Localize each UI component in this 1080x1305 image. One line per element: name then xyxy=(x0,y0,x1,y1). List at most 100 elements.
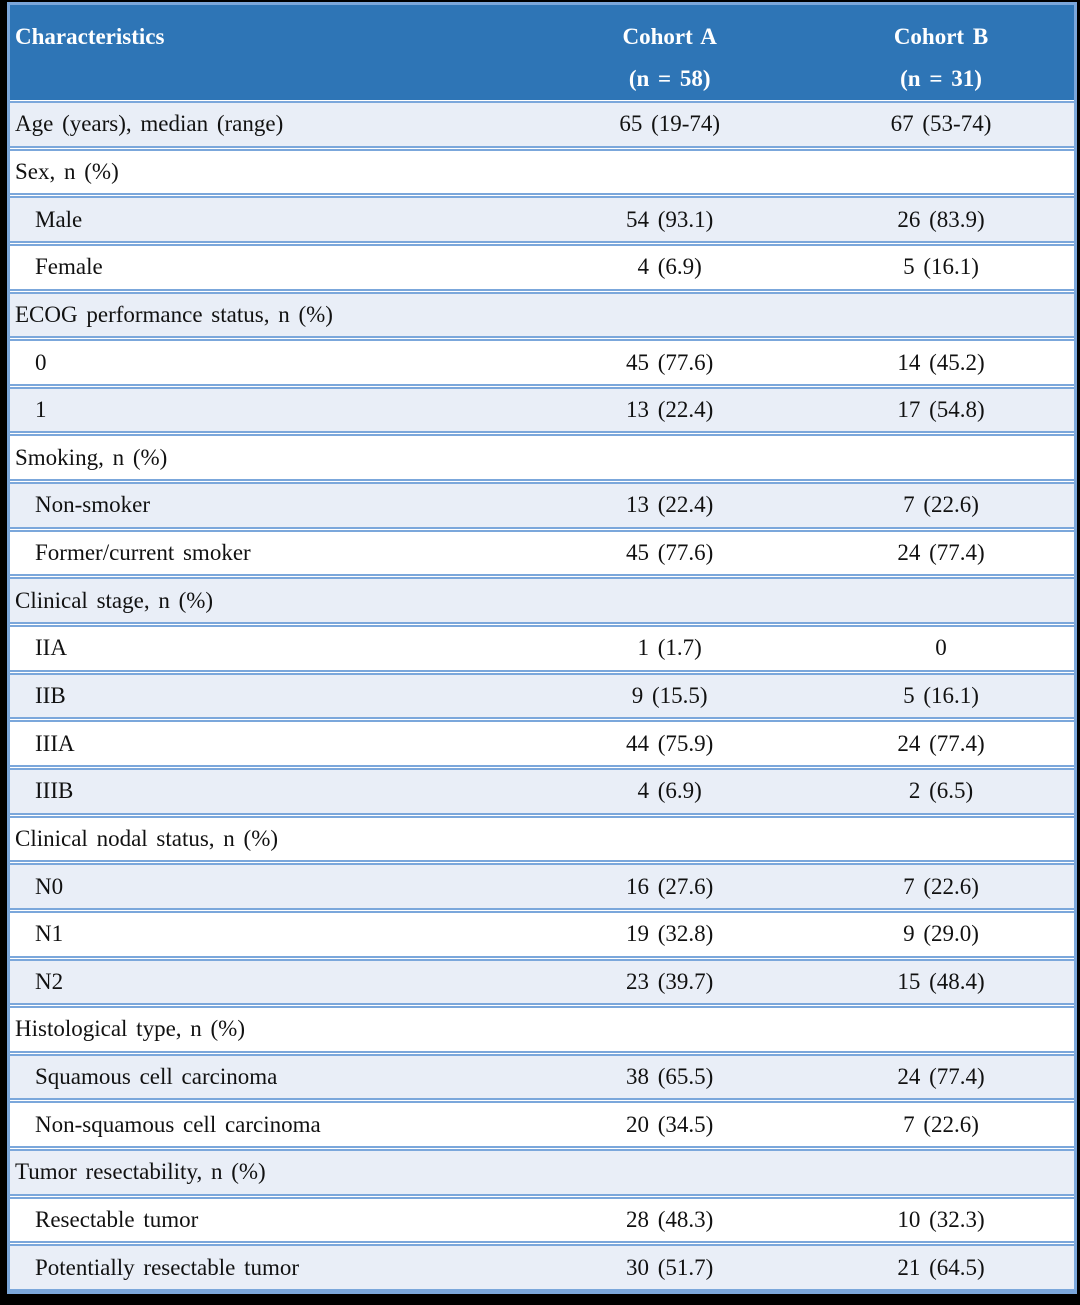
table-row: Potentially resectable tumor 30 (51.7) 2… xyxy=(10,1244,1074,1292)
table-row: N2 23 (39.7) 15 (48.4) xyxy=(10,958,1074,1006)
cohort-b-value xyxy=(808,294,1074,337)
table-row: Tumor resectability, n (%) xyxy=(10,1149,1074,1196)
cohort-a-value xyxy=(531,151,808,194)
cohort-b-value: 24 (77.4) xyxy=(897,1064,985,1090)
cohort-a-value: 45 (77.6) xyxy=(626,540,714,566)
cohort-a-value: 23 (39.7) xyxy=(626,968,714,994)
cohort-b-value xyxy=(808,436,1074,479)
row-label: Tumor resectability, n (%) xyxy=(15,1159,266,1185)
cohort-b-value: 10 (32.3) xyxy=(897,1207,985,1233)
row-label: Age (years), median (range) xyxy=(15,111,284,137)
header-cohort-a-count: (n = 58) xyxy=(628,66,711,91)
table-row: ECOG performance status, n (%) xyxy=(10,291,1074,339)
cohort-a-value xyxy=(531,579,808,622)
table-row: Resectable tumor 28 (48.3) 10 (32.3) xyxy=(10,1196,1074,1244)
row-label: Non-smoker xyxy=(35,492,150,518)
cohort-b-value: 67 (53-74) xyxy=(890,111,992,137)
cohort-b-value: 5 (16.1) xyxy=(903,254,979,280)
header-cohort-a-name: Cohort A xyxy=(622,24,717,49)
cohort-b-value: 24 (77.4) xyxy=(897,540,985,566)
table-row: IIA 1 (1.7) 0 xyxy=(10,625,1074,672)
cohort-a-value: 13 (22.4) xyxy=(626,492,714,518)
cohort-b-value: 26 (83.9) xyxy=(897,206,985,232)
cohort-a-value: 65 (19-74) xyxy=(619,111,721,137)
cohort-b-value: 21 (64.5) xyxy=(897,1254,985,1280)
row-label: Female xyxy=(35,254,103,280)
cohort-b-value: 9 (29.0) xyxy=(903,921,979,947)
cohort-b-value: 14 (45.2) xyxy=(897,349,985,375)
row-label: Non-squamous cell carcinoma xyxy=(35,1111,321,1137)
cohort-a-value: 54 (93.1) xyxy=(626,206,714,232)
row-label: Squamous cell carcinoma xyxy=(35,1064,278,1090)
cohort-a-value: 28 (48.3) xyxy=(626,1207,714,1233)
table-row: Sex, n (%) xyxy=(10,148,1074,196)
row-label: N1 xyxy=(35,921,64,947)
row-label: IIB xyxy=(35,683,66,708)
table-row: Smoking, n (%) xyxy=(10,434,1074,482)
cohort-a-value: 38 (65.5) xyxy=(626,1064,714,1090)
table-row: Histological type, n (%) xyxy=(10,1006,1074,1053)
cohort-a-value: 30 (51.7) xyxy=(626,1254,714,1280)
row-label: IIIA xyxy=(35,730,75,756)
cohort-b-value xyxy=(808,1151,1074,1194)
cohort-a-value: 1 (1.7) xyxy=(637,635,702,661)
row-label: Clinical stage, n (%) xyxy=(15,587,214,613)
table-row: Non-squamous cell carcinoma 20 (34.5) 7 … xyxy=(10,1101,1074,1149)
header-cohort-a: Cohort A (n = 58) xyxy=(531,5,808,100)
cohort-a-value: 45 (77.6) xyxy=(626,349,714,375)
row-label: Male xyxy=(35,206,83,232)
cohort-a-value: 20 (34.5) xyxy=(626,1111,714,1137)
row-label: Former/current smoker xyxy=(35,540,251,566)
row-label: Potentially resectable tumor xyxy=(35,1254,300,1280)
cohort-a-value xyxy=(531,1151,808,1194)
cohort-b-value: 5 (16.1) xyxy=(903,683,979,708)
row-label: Resectable tumor xyxy=(35,1207,199,1233)
cohort-b-value: 2 (6.5) xyxy=(908,778,974,804)
header-cohort-b-name: Cohort B xyxy=(893,24,989,49)
cohort-a-value: 4 (6.9) xyxy=(637,778,702,804)
row-label: IIA xyxy=(35,635,67,661)
cohort-a-value xyxy=(531,818,808,861)
table-row: Clinical nodal status, n (%) xyxy=(10,815,1074,863)
cohort-b-value xyxy=(808,579,1074,622)
row-label: Histological type, n (%) xyxy=(15,1016,246,1042)
cohort-b-value: 7 (22.6) xyxy=(903,1111,979,1137)
row-label: 1 xyxy=(35,397,47,423)
header-cohort-b-count: (n = 31) xyxy=(900,66,982,91)
table-row: Non-smoker 13 (22.4) 7 (22.6) xyxy=(10,482,1074,529)
row-label: N0 xyxy=(35,873,64,899)
row-label: Clinical nodal status, n (%) xyxy=(15,825,279,851)
table-row: IIIB 4 (6.9) 2 (6.5) xyxy=(10,767,1074,815)
table-row: 1 13 (22.4) 17 (54.8) xyxy=(10,386,1074,434)
cohort-a-value xyxy=(531,436,808,479)
patient-characteristics-table: Characteristics Cohort A (n = 58) Cohort… xyxy=(7,2,1077,1294)
cohort-a-value: 16 (27.6) xyxy=(626,873,714,899)
row-label: IIIB xyxy=(35,778,74,804)
table-row: IIB 9 (15.5) 5 (16.1) xyxy=(10,672,1074,720)
table-header-row: Characteristics Cohort A (n = 58) Cohort… xyxy=(10,5,1074,100)
row-label: Smoking, n (%) xyxy=(15,444,168,470)
cohort-a-value: 44 (75.9) xyxy=(626,730,714,756)
cohort-b-value xyxy=(808,818,1074,861)
table-row: Former/current smoker 45 (77.6) 24 (77.4… xyxy=(10,529,1074,577)
header-characteristics: Characteristics xyxy=(15,24,165,49)
cohort-a-value: 4 (6.9) xyxy=(637,254,702,280)
cohort-b-value: 0 xyxy=(935,635,947,661)
table-row: IIIA 44 (75.9) 24 (77.4) xyxy=(10,720,1074,767)
cohort-b-value xyxy=(808,1008,1074,1051)
row-label: Sex, n (%) xyxy=(15,158,119,184)
table-row: N1 19 (32.8) 9 (29.0) xyxy=(10,910,1074,958)
row-label: ECOG performance status, n (%) xyxy=(15,301,333,327)
cohort-b-value: 17 (54.8) xyxy=(897,397,985,423)
table-row: Male 54 (93.1) 26 (83.9) xyxy=(10,196,1074,243)
table-row: N0 16 (27.6) 7 (22.6) xyxy=(10,863,1074,910)
header-cohort-b: Cohort B (n = 31) xyxy=(808,5,1074,100)
cohort-b-value: 15 (48.4) xyxy=(897,968,985,994)
row-label: N2 xyxy=(35,968,64,994)
cohort-b-value: 7 (22.6) xyxy=(903,873,979,899)
cohort-a-value: 9 (15.5) xyxy=(631,683,708,708)
table-row: Clinical stage, n (%) xyxy=(10,577,1074,625)
table-row: Squamous cell carcinoma 38 (65.5) 24 (77… xyxy=(10,1053,1074,1101)
table-row: 0 45 (77.6) 14 (45.2) xyxy=(10,339,1074,386)
cohort-b-value: 7 (22.6) xyxy=(903,492,979,518)
